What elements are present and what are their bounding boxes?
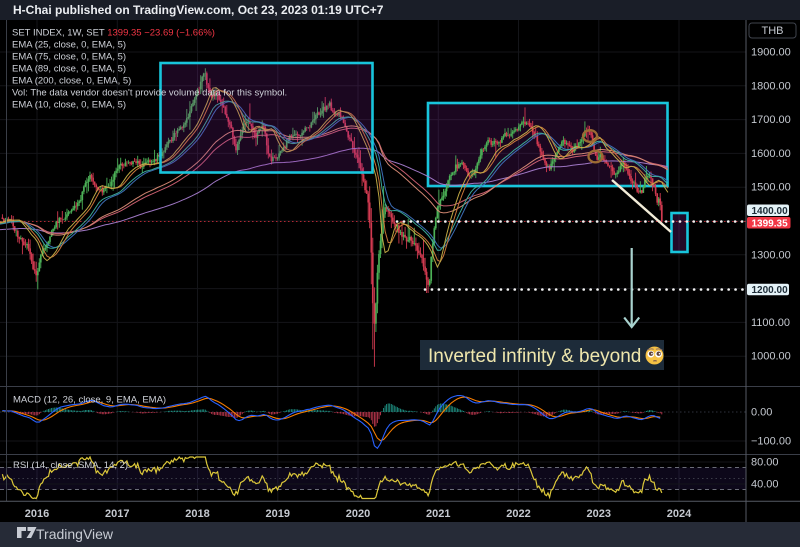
svg-text:1400.00: 1400.00 [752, 206, 789, 217]
svg-text:1500.00: 1500.00 [751, 182, 791, 194]
svg-text:2021: 2021 [426, 508, 450, 520]
svg-text:0.00: 0.00 [751, 407, 772, 419]
svg-text:1200.00: 1200.00 [752, 285, 789, 296]
svg-text:SET INDEX, 1W, SET 1399.35 −23: SET INDEX, 1W, SET 1399.35 −23.69 (−1.66… [12, 28, 215, 39]
svg-text:2024: 2024 [667, 508, 692, 520]
svg-text:EMA (25, close, 0, EMA, 5): EMA (25, close, 0, EMA, 5) [12, 40, 126, 51]
svg-text:EMA (10, close, 0, EMA, 5): EMA (10, close, 0, EMA, 5) [12, 100, 126, 111]
svg-text:H-Chai published on TradingVie: H-Chai published on TradingView.com, Oct… [13, 3, 384, 17]
svg-text:Vol: The data vendor doesn't p: Vol: The data vendor doesn't provide vol… [12, 88, 287, 99]
svg-text:1900.00: 1900.00 [751, 47, 791, 59]
svg-text:2023: 2023 [587, 508, 611, 520]
svg-text:1399.35: 1399.35 [752, 218, 789, 229]
svg-text:80.00: 80.00 [751, 457, 779, 469]
svg-text:2016: 2016 [25, 508, 49, 520]
svg-text:1300.00: 1300.00 [751, 249, 791, 261]
svg-text:RSI (14, close, SMA, 14, 2): RSI (14, close, SMA, 14, 2) [13, 460, 128, 471]
svg-text:1600.00: 1600.00 [751, 148, 791, 160]
svg-text:1700.00: 1700.00 [751, 114, 791, 126]
svg-text:1000.00: 1000.00 [751, 351, 791, 363]
svg-text:2017: 2017 [105, 508, 129, 520]
svg-text:2022: 2022 [506, 508, 530, 520]
svg-text:2019: 2019 [266, 508, 290, 520]
svg-text:EMA (75, close, 0, EMA, 5): EMA (75, close, 0, EMA, 5) [12, 52, 126, 63]
svg-text:1100.00: 1100.00 [751, 317, 790, 329]
svg-text:−100.00: −100.00 [751, 436, 791, 448]
svg-text:EMA (200, close, 0, EMA, 5): EMA (200, close, 0, EMA, 5) [12, 76, 131, 87]
svg-text:40.00: 40.00 [751, 479, 779, 491]
svg-text:MACD (12, 26, close, 9, EMA, E: MACD (12, 26, close, 9, EMA, EMA) [13, 395, 166, 406]
svg-text:1800.00: 1800.00 [751, 80, 791, 92]
svg-text:THB: THB [762, 25, 784, 37]
svg-text:2018: 2018 [185, 508, 209, 520]
svg-text:2020: 2020 [346, 508, 370, 520]
svg-text:TradingView: TradingView [36, 526, 114, 542]
svg-text:Inverted infinity & beyond: Inverted infinity & beyond [428, 346, 641, 367]
svg-text:EMA (89, close, 0, EMA, 5): EMA (89, close, 0, EMA, 5) [12, 64, 126, 75]
